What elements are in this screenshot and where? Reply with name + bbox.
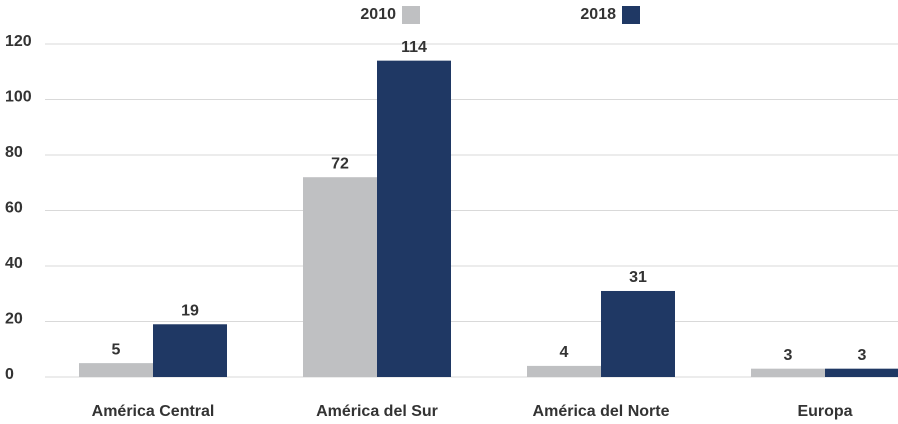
bar xyxy=(751,368,825,377)
data-label: 3 xyxy=(858,347,867,364)
data-label: 72 xyxy=(331,155,349,172)
legend-label: 2018 xyxy=(580,6,616,23)
legend-label: 2010 xyxy=(360,6,396,23)
data-label: 4 xyxy=(560,344,569,361)
data-label: 19 xyxy=(181,302,199,319)
y-tick-label: 100 xyxy=(5,89,32,106)
bar xyxy=(153,324,227,377)
x-tick-label: América del Sur xyxy=(316,403,438,420)
x-tick-label: Europa xyxy=(797,403,852,420)
bar xyxy=(377,60,451,378)
legend-swatch xyxy=(622,6,640,24)
x-tick-label: América Central xyxy=(92,403,215,420)
y-tick-label: 20 xyxy=(5,311,23,328)
bar xyxy=(79,363,153,377)
y-tick-label: 0 xyxy=(5,366,14,383)
data-label: 114 xyxy=(401,39,427,56)
y-tick-label: 120 xyxy=(5,33,32,50)
y-tick-label: 60 xyxy=(5,200,23,217)
y-tick-label: 80 xyxy=(5,144,23,161)
bar xyxy=(825,368,898,377)
bar xyxy=(601,290,675,377)
bar xyxy=(303,177,377,377)
data-label: 5 xyxy=(112,341,121,358)
y-tick-label: 40 xyxy=(5,255,23,272)
x-tick-label: América del Norte xyxy=(533,403,670,420)
data-label: 31 xyxy=(629,269,647,286)
bar xyxy=(527,365,601,377)
data-label: 3 xyxy=(784,347,793,364)
legend-swatch xyxy=(402,6,420,24)
